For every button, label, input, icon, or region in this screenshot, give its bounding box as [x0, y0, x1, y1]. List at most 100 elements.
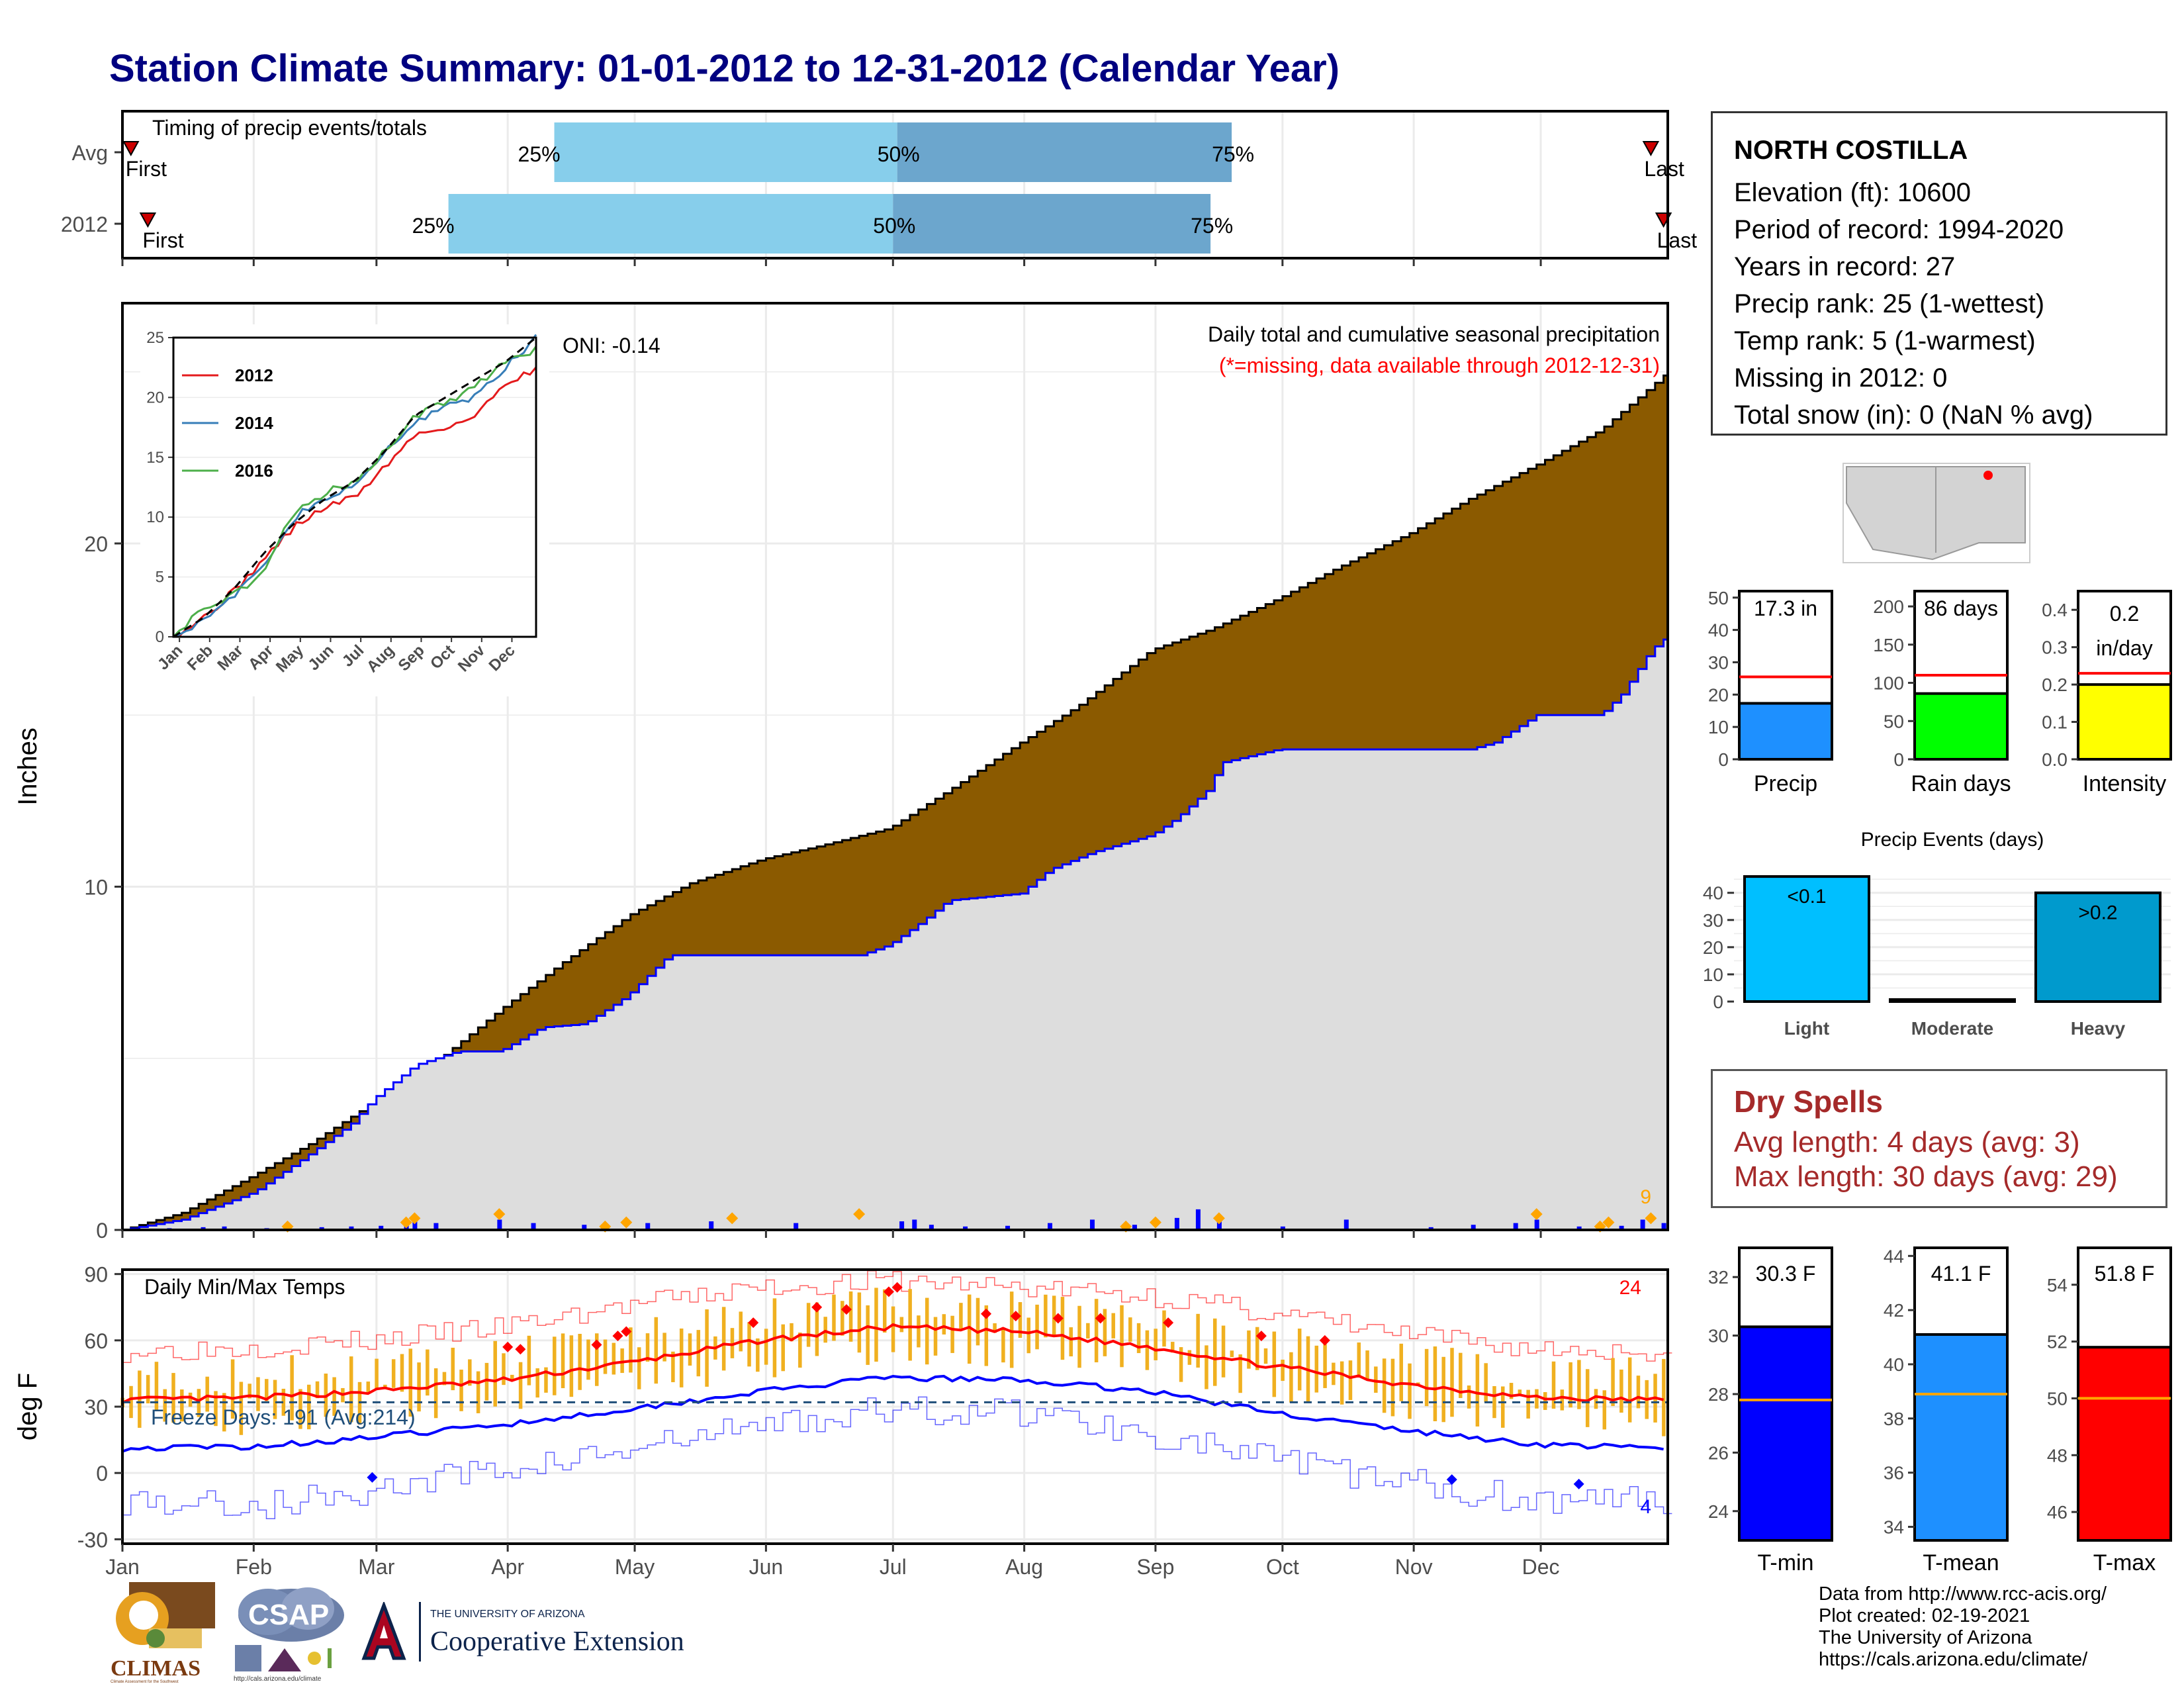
timing-p75-label: 75%: [1212, 142, 1254, 166]
timing-last-marker: [1642, 141, 1660, 157]
precip-ytick-label: 20: [84, 532, 108, 556]
daily-temp-range-bar: [1619, 1369, 1623, 1413]
timing-bar-q1: [554, 122, 897, 182]
daily-temp-range-bar: [222, 1393, 226, 1432]
timing-first-label: First: [142, 228, 183, 252]
daily-temp-range-bar: [1433, 1346, 1437, 1421]
record-low-marker: [1573, 1478, 1584, 1489]
station-years: Years in record: 27: [1734, 252, 1956, 281]
daily-temp-range-bar: [908, 1289, 912, 1361]
summary-bar-precip: [1738, 702, 1833, 761]
timing-row-label: Avg: [71, 141, 108, 165]
credit-plot-created: Plot created: 02-19-2021: [1819, 1605, 2030, 1626]
climas-logo-mark: [116, 1582, 215, 1648]
temp-summary-ytick-label: 54: [2047, 1275, 2068, 1295]
heavy-event-marker: [1530, 1208, 1543, 1221]
daily-precip-bar: [1661, 1223, 1666, 1230]
daily-temp-range-bar: [1247, 1330, 1251, 1369]
daily-precip-bar: [1048, 1223, 1052, 1230]
record-high-marker: [1255, 1331, 1267, 1342]
temp-summary-ytick-label: 38: [1884, 1409, 1904, 1429]
daily-temp-range-bar: [502, 1353, 506, 1385]
temp-summary-bar-t-max: [2077, 1346, 2172, 1542]
daily-temp-range-bar: [1221, 1325, 1226, 1378]
precip-ytick-label: 10: [84, 875, 108, 899]
daily-temp-range-bar: [645, 1333, 650, 1362]
temp-summary-ytick-label: 28: [1708, 1384, 1729, 1405]
temp-summary-label: T-min: [1758, 1550, 1814, 1575]
events-ytick-label: 40: [1703, 883, 1723, 904]
daily-temp-range-bar: [1323, 1344, 1327, 1388]
daily-temp-range-bar: [459, 1370, 463, 1411]
daily-temp-range-bar: [1390, 1358, 1395, 1417]
daily-temp-range-bar: [510, 1374, 514, 1382]
record-high-marker: [1010, 1311, 1021, 1322]
daily-temp-range-bar: [841, 1301, 844, 1336]
credit-university: The University of Arizona: [1819, 1627, 2032, 1648]
temp-ytick-label: 90: [84, 1263, 108, 1287]
daily-temp-range-bar: [899, 1317, 904, 1333]
page-title: Station Climate Summary: 01-01-2012 to 1…: [109, 47, 1340, 90]
summary-ytick-label: 200: [1873, 596, 1904, 617]
inset-legend-label: 2016: [235, 461, 273, 481]
daily-temp-range-bar: [1145, 1330, 1150, 1370]
daily-precip-bar: [709, 1221, 714, 1230]
daily-temp-range-bar: [1230, 1350, 1234, 1358]
daily-temp-range-bar: [1255, 1327, 1259, 1370]
timing-bar-q2: [893, 194, 1211, 254]
daily-temp-range-bar: [442, 1372, 447, 1385]
dry-spells-title: Dry Spells: [1734, 1084, 1883, 1119]
summary-ytick-label: 150: [1873, 635, 1904, 655]
daily-precip-bar: [1132, 1225, 1137, 1230]
credit-data-source: Data from http://www.rcc-acis.org/: [1819, 1583, 2107, 1605]
daily-temp-range-bar: [1289, 1352, 1293, 1403]
summary-value-label: 86 days: [1924, 596, 1998, 620]
record-low-marker: [367, 1472, 378, 1483]
daily-temp-range-bar: [925, 1297, 929, 1365]
summary-bar-intensity: [2077, 683, 2172, 761]
cumulative-2012-line: [122, 638, 1668, 1231]
daily-precip-bar: [349, 1226, 354, 1230]
record-high-marker: [1052, 1313, 1064, 1324]
daily-temp-range-bar: [1594, 1389, 1598, 1409]
daily-temp-range-bar: [671, 1351, 675, 1383]
daily-temp-range-bar: [476, 1371, 480, 1413]
daily-temp-range-bar: [1509, 1383, 1514, 1399]
daily-temp-range-bar: [1340, 1361, 1344, 1405]
temp-summary-value: 51.8 F: [2095, 1262, 2155, 1286]
timing-first-label: First: [126, 157, 167, 181]
record-high-marker: [502, 1341, 514, 1352]
daily-temp-range-bar: [205, 1376, 209, 1412]
dry-spells-avg: Avg length: 4 days (avg: 3): [1734, 1126, 2080, 1158]
timing-p25-label: 25%: [518, 142, 561, 166]
station-info-box: NORTH COSTILLA Elevation (ft): 10600 Per…: [1711, 111, 2167, 436]
daily-temp-range-bar: [1035, 1304, 1039, 1350]
daily-temp-range-bar: [163, 1389, 167, 1422]
daily-temp-range-bar: [1128, 1317, 1132, 1342]
timing-bar-q2: [897, 122, 1232, 182]
csap-logo-text: CSAP: [248, 1599, 330, 1631]
daily-temp-range-bar: [1196, 1313, 1200, 1368]
daily-precip-bar: [899, 1221, 905, 1230]
daily-temp-range-bar: [764, 1329, 768, 1365]
events-ytick-label: 20: [1703, 937, 1723, 958]
daily-temp-range-bar: [1543, 1392, 1547, 1410]
ua-block-a-icon: [361, 1600, 406, 1660]
heavy-event-marker: [1645, 1212, 1657, 1225]
record-high-marker: [1163, 1317, 1174, 1329]
events-bar-moderate: [1889, 998, 2016, 1003]
record-high-marker: [1319, 1335, 1330, 1346]
daily-temp-range-bar: [1069, 1327, 1073, 1357]
record-high-marker: [748, 1317, 759, 1329]
daily-temp-range-bar: [993, 1323, 997, 1333]
station-name: NORTH COSTILLA: [1734, 136, 1968, 165]
timing-p25-label: 25%: [412, 214, 455, 238]
daily-temp-range-bar: [230, 1359, 235, 1419]
ua-logo-big-text: Cooperative Extension: [430, 1626, 684, 1657]
daily-precip-bar: [1005, 1225, 1011, 1230]
daily-temp-range-bar: [1374, 1366, 1378, 1393]
temp-summary-label: T-max: [2093, 1550, 2156, 1575]
daily-temp-range-bar: [679, 1328, 684, 1387]
daily-temp-range-bar: [1179, 1347, 1183, 1382]
daily-precip-bar: [1513, 1223, 1518, 1230]
